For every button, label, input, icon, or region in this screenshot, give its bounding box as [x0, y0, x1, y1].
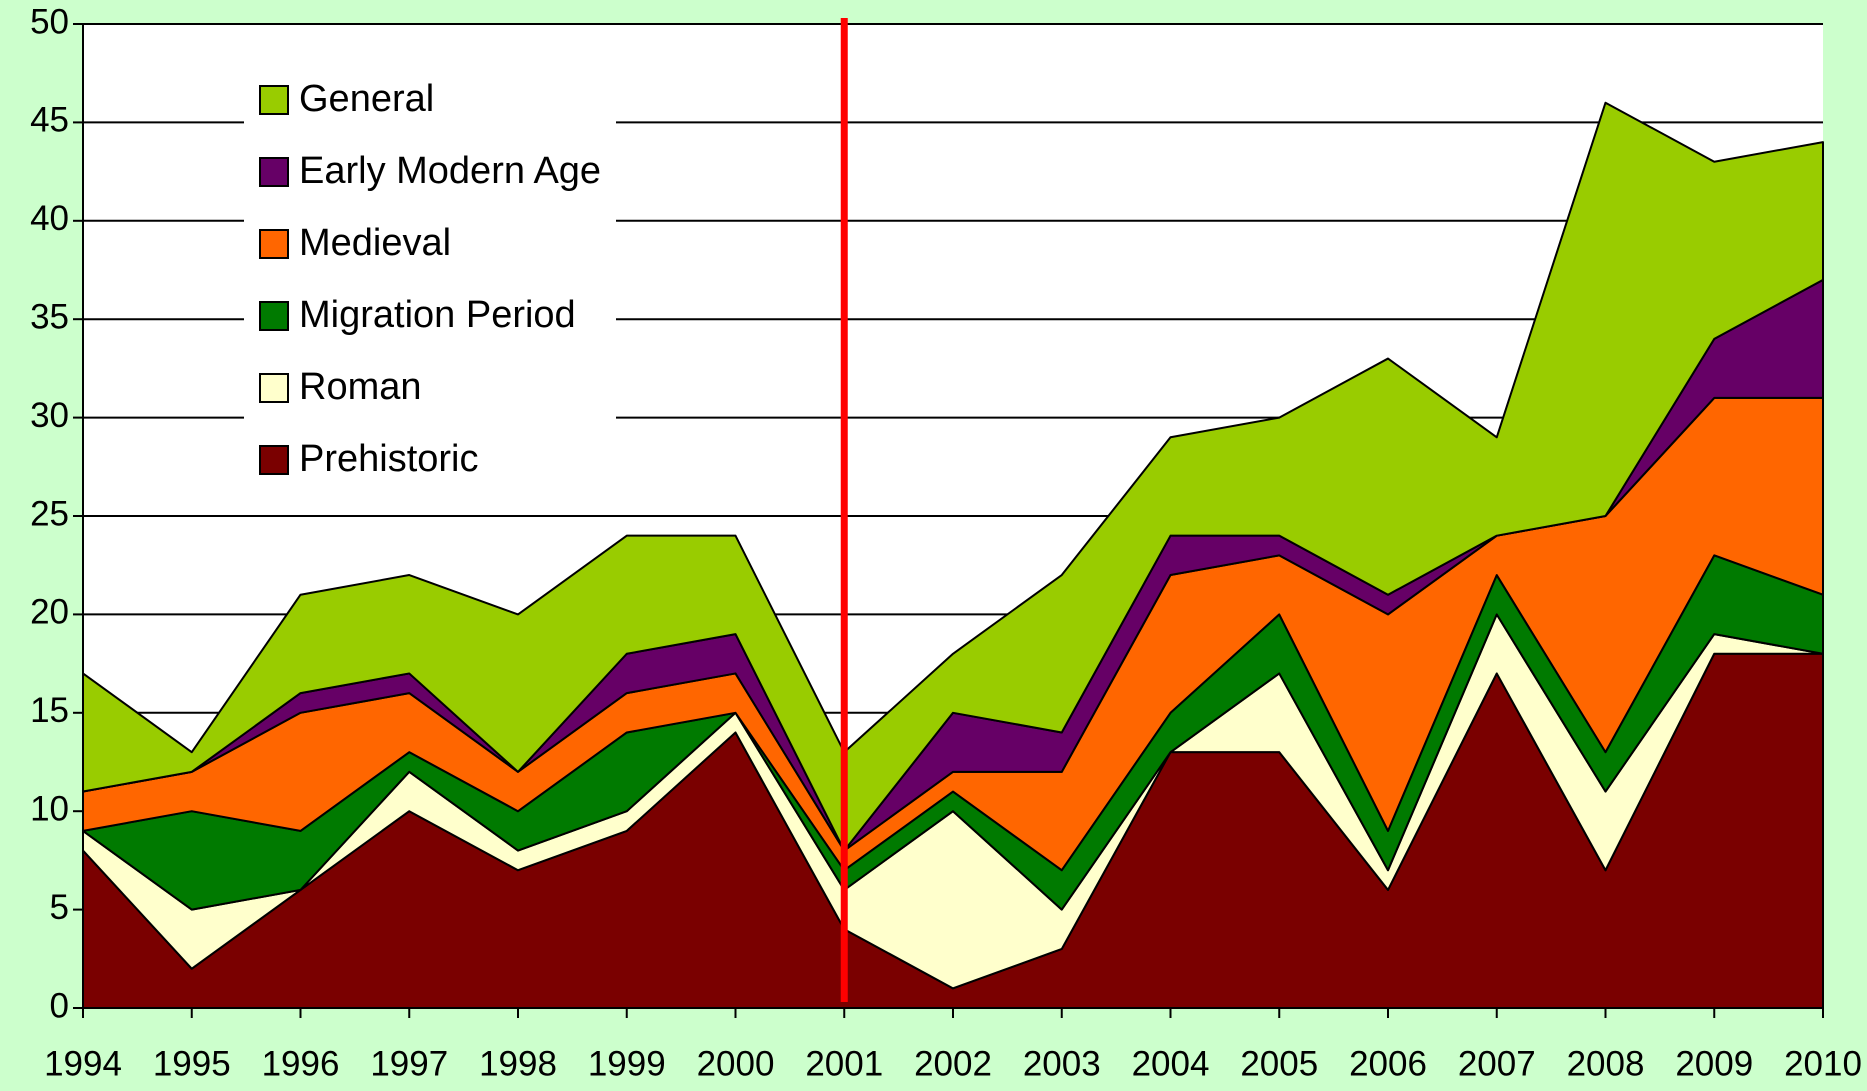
x-tick-label: 2007: [1458, 1044, 1536, 1083]
x-tick-label: 2010: [1784, 1044, 1862, 1083]
legend-label: General: [299, 78, 434, 120]
x-tick-label: 1999: [588, 1044, 666, 1083]
y-tick-label: 35: [30, 297, 69, 336]
y-tick-label: 10: [30, 789, 69, 828]
y-tick-label: 40: [30, 199, 69, 238]
x-tick-label: 1996: [262, 1044, 340, 1083]
area: [82, 101, 1824, 852]
x-tick-label: 2009: [1675, 1044, 1753, 1083]
x-tick-label: 2002: [914, 1044, 992, 1083]
y-tick-label: 15: [30, 691, 69, 730]
x-tick-label: 2005: [1240, 1044, 1318, 1083]
legend-swatch: [259, 301, 289, 331]
y-tick-label: 30: [30, 396, 69, 435]
x-tick-label: 2003: [1023, 1044, 1101, 1083]
x-tick-label: 1997: [370, 1044, 448, 1083]
x-tick-label: 2008: [1567, 1044, 1645, 1083]
x-tick-label: 1995: [153, 1044, 231, 1083]
legend-swatch: [259, 373, 289, 403]
x-tick-label: 2006: [1349, 1044, 1427, 1083]
x-tick-label: 2000: [697, 1044, 775, 1083]
x-tick-label: 1994: [44, 1044, 122, 1083]
y-tick-label: 20: [30, 593, 69, 632]
x-tick-label: 2004: [1132, 1044, 1210, 1083]
legend-label: Prehistoric: [299, 438, 479, 480]
y-tick-label: 5: [50, 888, 69, 927]
legend-swatch: [259, 445, 289, 475]
y-tick-label: 45: [30, 101, 69, 140]
x-tick-label: 1998: [479, 1044, 557, 1083]
legend-label: Migration Period: [299, 294, 576, 336]
legend-label: Roman: [299, 366, 422, 408]
y-tick-label: 50: [30, 2, 69, 41]
legend-swatch: [259, 157, 289, 187]
legend-label: Early Modern Age: [299, 150, 601, 192]
y-tick-label: 0: [50, 986, 69, 1025]
legend: [244, 71, 616, 499]
legend-label: Medieval: [299, 222, 451, 264]
legend-swatch: [259, 85, 289, 115]
y-tick-label: 25: [30, 494, 69, 533]
legend-swatch: [259, 229, 289, 259]
x-tick-label: 2001: [805, 1044, 883, 1083]
